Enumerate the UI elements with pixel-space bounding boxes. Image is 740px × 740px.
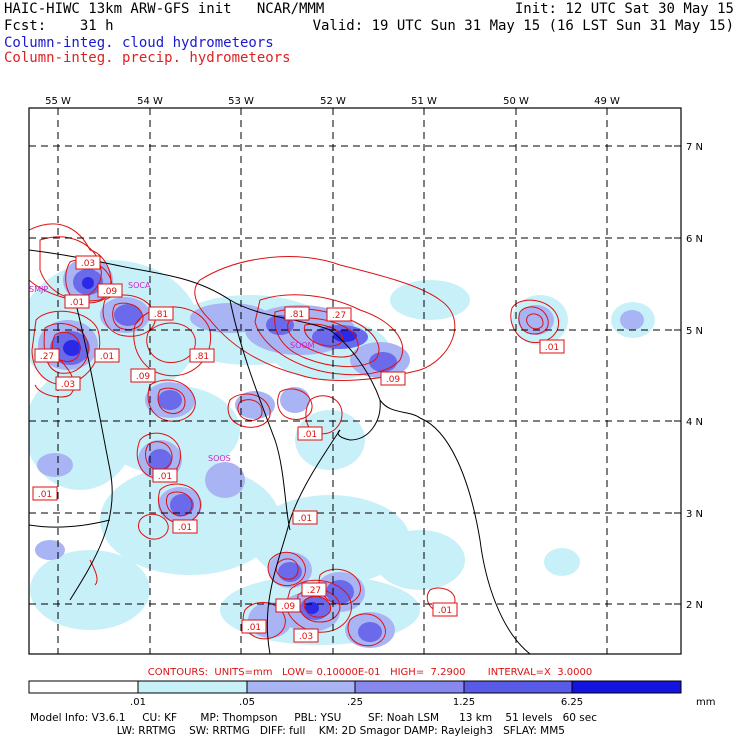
colorbar-label: .01 xyxy=(130,697,146,708)
colorbar-bin xyxy=(354,680,465,694)
init-time: Init: 12 UTC Sat 30 May 15 xyxy=(514,1,734,17)
svg-text:.09: .09 xyxy=(103,287,118,297)
svg-text:.01: .01 xyxy=(70,298,84,308)
contour-label: .27 xyxy=(326,307,352,322)
contour-label: .01 xyxy=(539,339,565,354)
svg-text:.01: .01 xyxy=(178,523,192,533)
contour-label: .03 xyxy=(55,376,81,391)
station-label: SMJP xyxy=(29,285,48,294)
station-label: SOOS xyxy=(208,454,231,463)
contour-label: .81 xyxy=(148,306,174,321)
contour-label: .01 xyxy=(432,602,458,617)
colorbar-bin xyxy=(246,680,356,694)
colorbar-bin xyxy=(28,680,139,694)
contour-info: CONTOURS: UNITS=mm LOW= 0.10000E-01 HIGH… xyxy=(147,667,593,678)
contour-label: .09 xyxy=(130,368,156,383)
cloud-fill-layer xyxy=(29,108,681,654)
svg-text:.81: .81 xyxy=(154,310,168,320)
svg-text:.01: .01 xyxy=(38,490,52,500)
header-title: HAIC-HIWC 13km ARW-GFS init NCAR/MMM xyxy=(4,1,325,17)
svg-text:.09: .09 xyxy=(281,602,296,612)
svg-text:.81: .81 xyxy=(195,352,209,362)
svg-text:.01: .01 xyxy=(438,606,452,616)
contour-label: .03 xyxy=(293,628,319,643)
colorbar-label: .05 xyxy=(239,697,255,708)
contour-label: .03 xyxy=(75,255,101,270)
cloud-field-label: Column-integ. cloud hydrometeors xyxy=(4,35,274,51)
lat-label: 2 N xyxy=(686,600,703,611)
colorbar xyxy=(28,680,682,694)
contour-label: .01 xyxy=(297,426,323,441)
contour-label: .81 xyxy=(189,348,215,363)
svg-text:.27: .27 xyxy=(307,586,321,596)
contour-label: .01 xyxy=(152,468,178,483)
svg-text:.09: .09 xyxy=(136,372,151,382)
svg-text:.03: .03 xyxy=(81,259,95,269)
svg-text:.03: .03 xyxy=(299,632,313,642)
colorbar-label: .25 xyxy=(347,697,363,708)
svg-text:.01: .01 xyxy=(303,430,317,440)
station-label: SOOM xyxy=(290,341,315,350)
frame-ticks xyxy=(57,108,681,605)
contour-labels: .03 .09 .01 .81 .81 .27 .27 .01 .81 .09 … xyxy=(32,255,565,643)
lat-label: 7 N xyxy=(686,142,703,153)
contour-label: .27 xyxy=(34,348,60,363)
contour-label: .01 xyxy=(241,619,267,634)
forecast-hour: Fcst: 31 h xyxy=(4,18,114,34)
svg-text:.01: .01 xyxy=(100,352,114,362)
station-label: SOCA xyxy=(128,281,151,290)
svg-text:.01: .01 xyxy=(158,472,172,482)
map-frame xyxy=(28,107,682,655)
svg-text:.01: .01 xyxy=(247,623,261,633)
lat-label: 4 N xyxy=(686,417,703,428)
contour-label: .01 xyxy=(94,348,120,363)
lat-lon-grid xyxy=(29,108,681,654)
colorbar-bin xyxy=(571,680,682,694)
valid-time: Valid: 19 UTC Sun 31 May 15 (16 LST Sun … xyxy=(312,18,734,34)
model-info-line2: LW: RRTMG SW: RRTMG DIFF: full KM: 2D Sm… xyxy=(30,725,565,737)
lon-label: 53 W xyxy=(228,96,254,107)
lat-label: 5 N xyxy=(686,326,703,337)
colorbar-units: mm xyxy=(696,697,716,708)
contour-label: .09 xyxy=(97,283,123,298)
lat-label: 3 N xyxy=(686,509,703,520)
contour-label: .01 xyxy=(172,519,198,534)
lon-label: 52 W xyxy=(320,96,346,107)
contour-label: .01 xyxy=(32,486,58,501)
lon-label: 54 W xyxy=(137,96,163,107)
colorbar-label: 1.25 xyxy=(452,697,476,708)
lon-label: 51 W xyxy=(411,96,437,107)
colorbar-bin xyxy=(463,680,573,694)
contour-label: .01 xyxy=(64,294,90,309)
lon-label: 50 W xyxy=(503,96,529,107)
svg-text:.01: .01 xyxy=(545,343,559,353)
contour-label: .27 xyxy=(301,582,327,597)
svg-text:.03: .03 xyxy=(61,380,75,390)
contour-label: .81 xyxy=(284,306,310,321)
colorbar-label: 6.25 xyxy=(560,697,584,708)
lon-label: 49 W xyxy=(594,96,620,107)
svg-text:.27: .27 xyxy=(332,311,346,321)
contour-label: .09 xyxy=(380,371,406,386)
svg-text:.81: .81 xyxy=(290,310,304,320)
svg-text:.09: .09 xyxy=(386,375,401,385)
colorbar-bin xyxy=(137,680,248,694)
lat-label: 6 N xyxy=(686,234,703,245)
coastline-layer xyxy=(29,249,531,654)
svg-text:.01: .01 xyxy=(298,514,312,524)
svg-text:.27: .27 xyxy=(40,352,54,362)
contour-label: .09 xyxy=(275,598,301,613)
lon-label: 55 W xyxy=(45,96,71,107)
contour-label: .01 xyxy=(292,510,318,525)
precip-field-label: Column-integ. precip. hydrometeors xyxy=(4,50,291,66)
model-info-line1: Model Info: V3.6.1 CU: KF MP: Thompson P… xyxy=(30,712,597,724)
